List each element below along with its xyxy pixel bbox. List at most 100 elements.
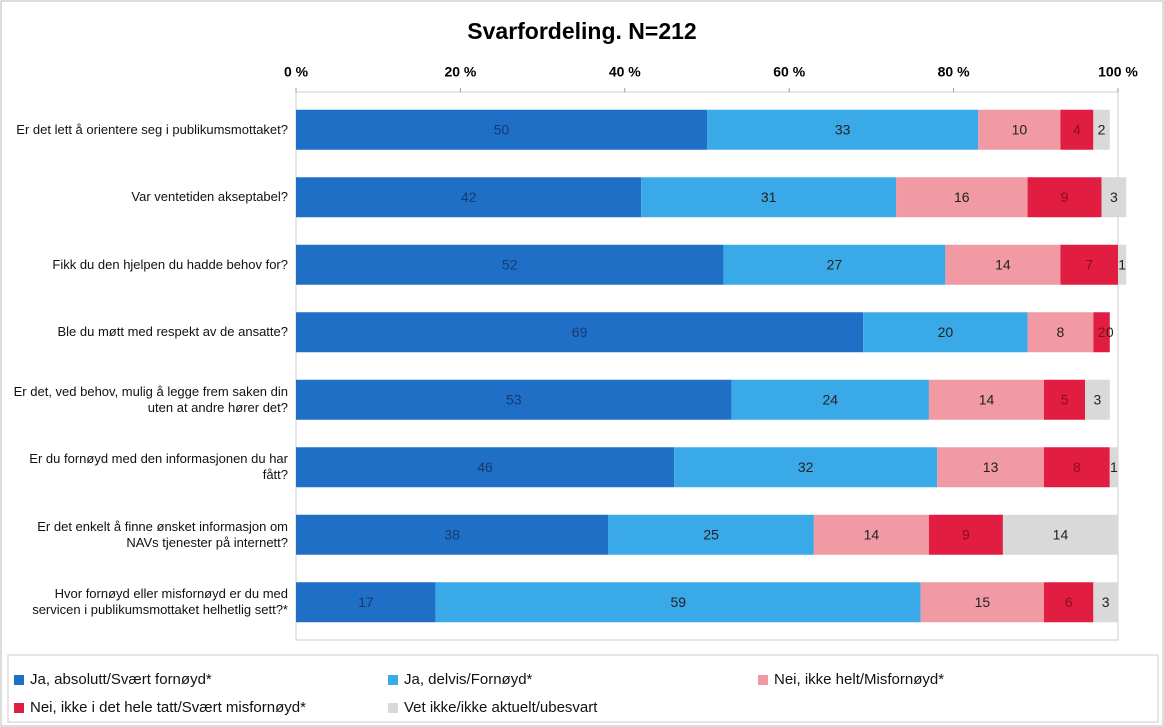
category-label: Ble du møtt med respekt av de ansatte? (57, 324, 288, 340)
bar-segment (1044, 582, 1094, 623)
bar-segment (296, 244, 724, 285)
bar-segment (674, 447, 938, 488)
bar-segment (1002, 514, 1118, 555)
data-label: 1 (1110, 459, 1118, 475)
legend-frame (7, 654, 1159, 723)
bar-segment (1118, 244, 1127, 285)
bar-segment (920, 582, 1045, 623)
bar-segment (863, 312, 1028, 353)
chart-title: Svarfordeling. N=212 (467, 18, 696, 44)
bar-segment (707, 109, 979, 150)
category-label: Hvor fornøyd eller misfornøyd er du med … (32, 586, 288, 618)
legend-swatch (388, 702, 398, 713)
legend-label: Vet ikke/ikke aktuelt/ubesvart (404, 699, 598, 716)
x-tick-label: 100 % (1098, 64, 1138, 80)
data-label: 59 (670, 594, 686, 610)
bar-segment (296, 109, 707, 150)
data-label: 3 (1110, 189, 1118, 205)
bar-segment (1093, 109, 1110, 150)
data-label: 27 (827, 256, 843, 272)
data-label: 7 (1085, 256, 1093, 272)
data-label: 9 (1061, 189, 1069, 205)
legend-label: Ja, delvis/Fornøyd* (404, 671, 533, 688)
bar-segment (608, 514, 814, 555)
bar-segment (945, 244, 1061, 285)
data-label: 46 (477, 459, 493, 475)
category-label: Fikk du den hjelpen du hadde behov for? (52, 256, 288, 272)
bar-segment (731, 379, 929, 420)
data-label: 15 (975, 594, 991, 610)
data-label: 69 (572, 324, 588, 340)
data-label: 1 (1118, 256, 1126, 272)
category-label: Er du fornøyd med den informasjonen du h… (29, 451, 288, 483)
legend-entry: Nei, ikke helt/Misfornøyd* (758, 671, 944, 688)
data-label: 0 (1106, 324, 1114, 340)
data-label: 14 (995, 256, 1011, 272)
bar-segment (1027, 312, 1094, 353)
category-label: Var ventetiden akseptabel? (131, 189, 288, 205)
bar-segment (813, 514, 929, 555)
data-label: 14 (1053, 526, 1069, 542)
category-label: Er det, ved behov, mulig å legge frem sa… (13, 383, 288, 415)
data-label: 42 (461, 189, 477, 205)
data-label: 33 (835, 121, 851, 137)
bar-segment (1093, 312, 1110, 353)
data-label: 13 (983, 459, 999, 475)
x-tick-label: 20 % (444, 64, 476, 80)
x-tick-label: 40 % (609, 64, 641, 80)
legend-label: Nei, ikke i det hele tatt/Svært misfornø… (30, 699, 306, 716)
data-label: 50 (494, 121, 510, 137)
data-label: 3 (1094, 391, 1102, 407)
legend-entry: Ja, absolutt/Svært fornøyd* (14, 671, 212, 688)
legend-label: Nei, ikke helt/Misfornøyd* (774, 671, 945, 688)
legend-entry: Ja, delvis/Fornøyd* (388, 671, 532, 688)
data-label: 16 (954, 189, 970, 205)
data-label: 17 (358, 594, 374, 610)
data-label: 25 (703, 526, 719, 542)
bar-segment (1093, 582, 1118, 623)
bar-segment (928, 379, 1045, 420)
bar-segment (723, 244, 946, 285)
data-label: 9 (962, 526, 970, 542)
data-label: 3 (1102, 594, 1110, 610)
data-label: 53 (506, 391, 522, 407)
bar-segment (1044, 447, 1110, 488)
bar-segment (1060, 109, 1094, 150)
data-label: 38 (444, 526, 460, 542)
data-label: 52 (502, 256, 518, 272)
plot-frame (295, 91, 1119, 641)
data-label: 32 (798, 459, 814, 475)
data-label: 6 (1065, 594, 1073, 610)
data-label: 8 (1073, 459, 1081, 475)
bar-segment (296, 379, 732, 420)
legend-swatch (14, 674, 24, 685)
data-label: 20 (938, 324, 954, 340)
legend-swatch (388, 674, 398, 685)
bar-segment (937, 447, 1045, 488)
bar-segment (296, 582, 436, 623)
data-label: 8 (1057, 324, 1065, 340)
bar-segment (1101, 177, 1127, 218)
bar-segment (296, 177, 642, 218)
category-label: Er det enkelt å finne ønsket informasjon… (37, 518, 288, 550)
data-label: 24 (823, 391, 839, 407)
category-label: Er det lett å orientere seg i publikumsm… (16, 121, 288, 137)
data-label: 14 (864, 526, 880, 542)
data-label: 31 (761, 189, 777, 205)
bar-segment (1085, 379, 1110, 420)
bar-segment (296, 447, 675, 488)
bar-segment (896, 177, 1028, 218)
bar-segment (296, 514, 609, 555)
bar-segment (928, 514, 1003, 555)
bar-segment (1109, 447, 1118, 488)
legend-label: Ja, absolutt/Svært fornøyd* (30, 671, 212, 688)
data-label: 5 (1061, 391, 1069, 407)
data-label: 2 (1098, 324, 1106, 340)
data-label: 2 (1098, 121, 1106, 137)
bar-segment (641, 177, 897, 218)
bar-segment (1027, 177, 1102, 218)
x-tick-label: 60 % (773, 64, 805, 80)
bar-segment (1044, 379, 1086, 420)
